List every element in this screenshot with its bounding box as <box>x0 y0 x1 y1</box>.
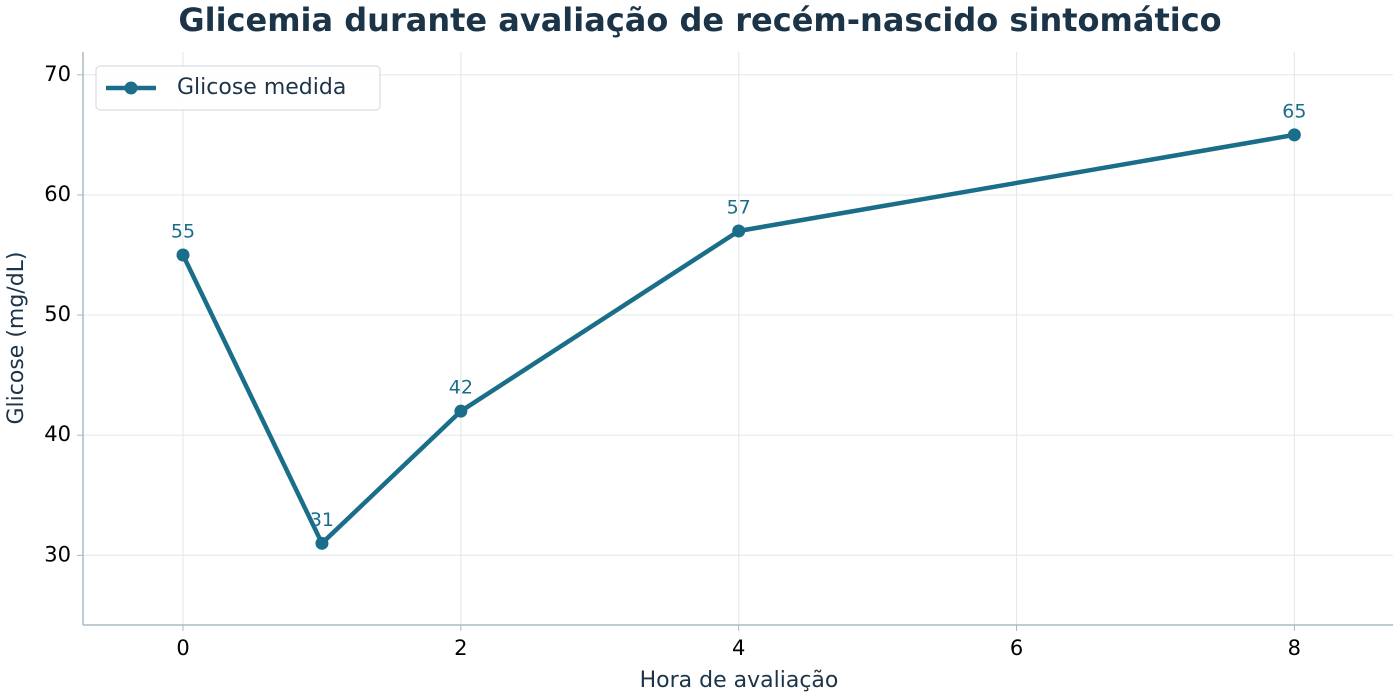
y-axis-label: Glicose (mg/dL) <box>4 251 29 424</box>
y-tick-label: 40 <box>44 422 71 446</box>
data-point <box>315 536 329 550</box>
y-tick-label: 70 <box>44 62 71 86</box>
legend-label: Glicose medida <box>177 75 346 100</box>
data-label: 31 <box>310 509 334 531</box>
data-label: 55 <box>171 221 195 243</box>
x-tick-label: 2 <box>454 636 467 660</box>
data-point <box>176 248 190 262</box>
data-label: 65 <box>1282 100 1306 122</box>
x-tick-label: 8 <box>1288 636 1301 660</box>
x-tick-label: 6 <box>1010 636 1023 660</box>
x-axis-label: Hora de avaliação <box>640 668 839 693</box>
y-tick-label: 30 <box>44 542 71 566</box>
x-tick-label: 4 <box>732 636 745 660</box>
data-label: 42 <box>449 377 473 399</box>
data-point <box>1287 128 1301 142</box>
data-point <box>732 224 746 238</box>
legend-box <box>95 65 381 111</box>
data-label: 57 <box>727 196 751 218</box>
y-tick-label: 50 <box>44 302 71 326</box>
data-point <box>454 404 468 418</box>
legend-marker <box>124 81 138 95</box>
y-tick-label: 60 <box>44 182 71 206</box>
chart-title: Glicemia durante avaliação de recém-nasc… <box>178 1 1221 39</box>
x-tick-label: 0 <box>176 636 189 660</box>
